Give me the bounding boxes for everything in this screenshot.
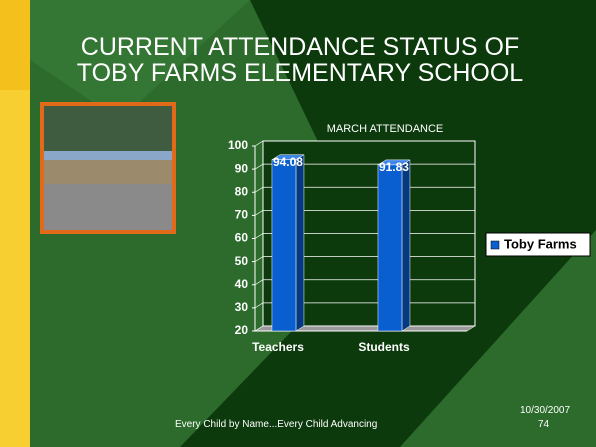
chart-title: MARCH ATTENDANCE	[327, 123, 444, 135]
y-tick-label: 30	[235, 300, 249, 314]
y-tick-label: 60	[235, 231, 249, 245]
grid-line	[254, 140, 475, 147]
y-tick-label: 20	[235, 323, 249, 337]
photo-building	[44, 160, 172, 184]
legend-box	[485, 232, 591, 257]
y-tick-label: 100	[228, 138, 248, 152]
bar	[271, 159, 297, 332]
photo-trees	[44, 106, 172, 151]
x-tick-label: Students	[358, 340, 410, 354]
bar-side	[295, 154, 305, 332]
value-label: 91.83	[379, 160, 409, 174]
legend-label: Toby Farms	[504, 236, 577, 251]
y-tick-label: 50	[235, 254, 249, 268]
y-tick-label: 80	[235, 184, 249, 198]
y-tick-label: 90	[235, 161, 249, 175]
bar	[377, 164, 403, 332]
light-area	[30, 0, 250, 120]
x-tick-label: Teachers	[252, 340, 304, 354]
y-tick-label: 40	[235, 277, 249, 291]
date: 10/30/2007	[520, 405, 571, 416]
bar-side	[401, 159, 411, 332]
page-number: 74	[538, 419, 550, 430]
y-tick-label: 70	[235, 208, 249, 222]
photo-parking	[44, 184, 172, 230]
value-label: 94.08	[273, 155, 303, 169]
footer: Every Child by Name...Every Child Advanc…	[175, 419, 378, 430]
left-stripe-lower	[0, 90, 30, 447]
legend-swatch	[490, 240, 500, 250]
slide-title: CURRENT ATTENDANCE STATUS OF TOBY FARMS …	[76, 33, 524, 87]
